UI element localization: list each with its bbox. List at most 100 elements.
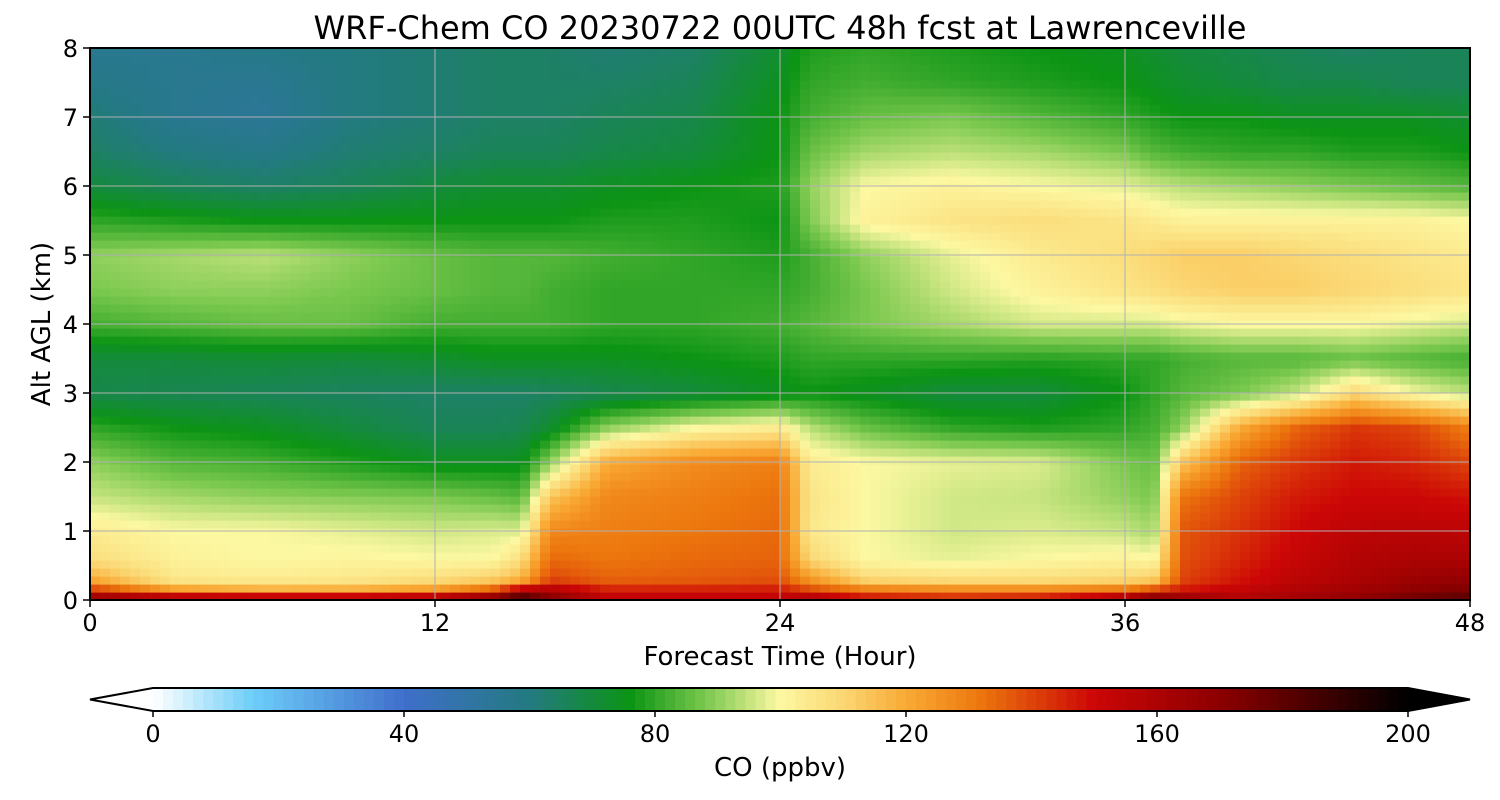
heatmap-cell [1240,456,1251,465]
heatmap-cell [1000,496,1011,505]
heatmap-cell [260,352,271,361]
heatmap-cell [580,560,591,569]
heatmap-cell [580,480,591,489]
heatmap-cell [690,568,701,577]
heatmap-cell [1260,480,1271,489]
heatmap-cell [90,504,101,513]
heatmap-cell [1000,408,1011,417]
heatmap-cell [810,520,821,529]
heatmap-cell [150,440,161,449]
heatmap-cell [930,472,941,481]
heatmap-cell [1090,592,1101,600]
heatmap-cell [770,520,781,529]
heatmap-cell [180,304,191,313]
heatmap-cell [900,480,911,489]
heatmap-cell [210,376,221,385]
heatmap-cell [670,408,681,417]
heatmap-cell [970,400,981,409]
heatmap-cell [1230,504,1241,513]
heatmap-cell [590,456,601,465]
heatmap-cell [1030,336,1041,345]
heatmap-cell [380,480,391,489]
heatmap-cell [770,352,781,361]
heatmap-cell [820,488,831,497]
heatmap-cell [670,368,681,377]
heatmap-cell [1340,456,1351,465]
heatmap-cell [820,512,831,521]
heatmap-cell [1360,376,1371,385]
heatmap-cell [1300,528,1311,537]
heatmap-cell [1410,536,1421,545]
heatmap-cell [320,568,331,577]
heatmap-cell [560,328,571,337]
heatmap-cell [740,592,751,600]
heatmap-cell [310,424,321,433]
heatmap-cell [1140,576,1151,585]
heatmap-cell [1250,344,1261,353]
heatmap-cell [210,456,221,465]
heatmap-cell [1410,568,1421,577]
heatmap-cell [850,560,861,569]
heatmap-cell [640,456,651,465]
heatmap-cell [790,440,801,449]
heatmap-cell [1230,352,1241,361]
heatmap-cell [1040,328,1051,337]
heatmap-cell [260,512,271,521]
heatmap-cell [410,512,421,521]
heatmap-cell [1190,464,1201,473]
heatmap-cell [440,456,451,465]
heatmap-cell [410,376,421,385]
heatmap-cell [780,520,791,529]
heatmap-cell [370,304,381,313]
heatmap-cell [1170,592,1181,600]
heatmap-cell [1200,416,1211,425]
heatmap-cell [1320,528,1331,537]
heatmap-cell [1460,344,1470,353]
heatmap-cell [710,488,721,497]
heatmap-cell [820,360,831,369]
heatmap-cell [900,528,911,537]
heatmap-cell [1270,544,1281,553]
heatmap-cell [1330,464,1341,473]
heatmap-cell [170,400,181,409]
heatmap-cell [510,584,521,593]
heatmap-cell [390,496,401,505]
heatmap-cell [410,456,421,465]
heatmap-cell [490,440,501,449]
heatmap-cell [710,352,721,361]
heatmap-cell [990,336,1001,345]
heatmap-cell [1200,576,1211,585]
heatmap-cell [1410,512,1421,521]
heatmap-cell [960,592,971,600]
heatmap-cell [840,336,851,345]
heatmap-cell [1280,336,1291,345]
heatmap-cell [320,336,331,345]
heatmap-cell [460,328,471,337]
heatmap-cell [550,352,561,361]
heatmap-cell [530,464,541,473]
heatmap-cell [390,400,401,409]
heatmap-cell [590,424,601,433]
heatmap-cell [230,584,241,593]
heatmap-cell [960,432,971,441]
heatmap-cell [420,384,431,393]
heatmap-cell [1390,552,1401,561]
heatmap-cell [940,344,951,353]
heatmap-cell [110,328,121,337]
heatmap-cell [140,384,151,393]
heatmap-cell [760,504,771,513]
heatmap-cell [1160,360,1171,369]
heatmap-cell [620,504,631,513]
heatmap-cell [210,504,221,513]
heatmap-cell [470,384,481,393]
heatmap-cell [170,536,181,545]
heatmap-cell [600,360,611,369]
heatmap-cell [710,456,721,465]
heatmap-cell [360,344,371,353]
heatmap-cell [900,576,911,585]
heatmap-cell [960,584,971,593]
heatmap-cell [1050,504,1061,513]
heatmap-cell [640,376,651,385]
heatmap-cell [1220,584,1231,593]
heatmap-cell [520,504,531,513]
